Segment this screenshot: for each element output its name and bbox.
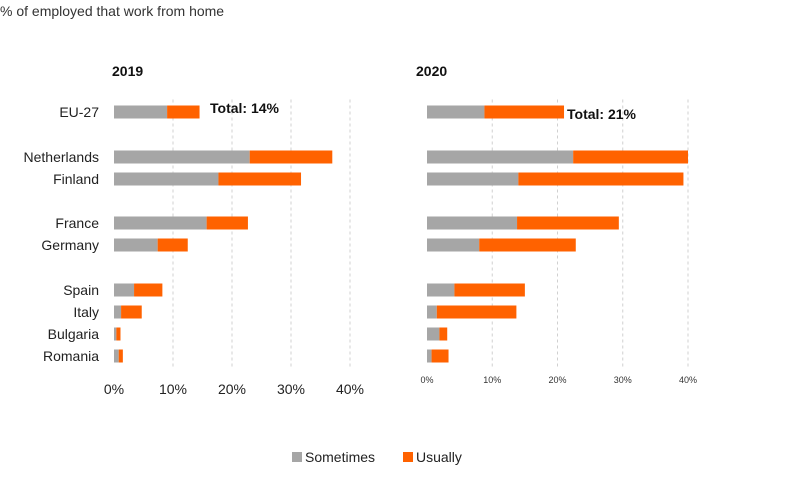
panel-2019-ticks: 0% 10% 20% 30% 40% (104, 381, 364, 397)
bar-2019-eu-27-usually (167, 105, 200, 119)
bar-2019-bulgaria-usually (116, 327, 121, 341)
bar-2020-germany-sometimes (427, 238, 480, 252)
panel-2019: 2019 EU-27 Netherlands Finland France German… (24, 63, 365, 397)
category-label-france: France (55, 215, 99, 231)
x-tick-label: 0% (420, 375, 433, 385)
bar-2019-france-usually (206, 216, 248, 230)
bar-2019-eu-27-sometimes (114, 105, 168, 119)
bar-2019-italy-sometimes (114, 305, 122, 319)
bar-2019-spain-usually (134, 283, 163, 297)
category-label-netherlands: Netherlands (24, 149, 100, 165)
category-label-italy: Italy (73, 304, 99, 320)
panel-2019-grid (172, 99, 351, 369)
panel-title-2019: 2019 (112, 63, 143, 79)
category-label-romania: Romania (43, 348, 99, 364)
category-label-bulgaria: Bulgaria (48, 326, 100, 342)
chart-subtitle: % of employed that work from home (0, 3, 224, 19)
bar-2020-italy-usually (436, 305, 517, 319)
bar-2019-finland-sometimes (114, 172, 219, 186)
bar-2019-italy-usually (121, 305, 142, 319)
x-tick-label: 10% (159, 381, 187, 397)
bar-2020-finland-sometimes (427, 172, 519, 186)
x-tick-label: 0% (104, 381, 124, 397)
bar-2019-bulgaria-sometimes (114, 327, 117, 341)
bar-2019-germany-usually (157, 238, 188, 252)
bar-2020-netherlands-sometimes (427, 150, 574, 164)
bar-2019-finland-usually (218, 172, 302, 186)
bar-2020-finland-usually (518, 172, 684, 186)
panel-2020-bars (427, 105, 688, 363)
bar-2020-spain-sometimes (427, 283, 455, 297)
panel-title-2020: 2020 (416, 63, 447, 79)
bar-2020-bulgaria-usually (439, 327, 448, 341)
bar-2020-romania-usually (431, 349, 449, 363)
x-tick-label: 20% (218, 381, 246, 397)
legend-label-sometimes: Sometimes (305, 449, 375, 465)
legend-label-usually: Usually (416, 449, 462, 465)
x-tick-label: 40% (336, 381, 364, 397)
bar-2020-netherlands-usually (573, 150, 688, 164)
bar-2020-france-sometimes (427, 216, 518, 230)
bar-2019-germany-sometimes (114, 238, 158, 252)
total-label-2020: Total: 21% (567, 106, 637, 122)
bar-2019-france-sometimes (114, 216, 207, 230)
legend-swatch-usually (403, 452, 413, 462)
panel-2020-ticks: 0% 10% 20% 30% 40% (420, 375, 697, 385)
legend-swatch-sometimes (292, 452, 302, 462)
x-tick-label: 10% (483, 375, 501, 385)
x-tick-label: 20% (548, 375, 566, 385)
x-tick-label: 40% (679, 375, 697, 385)
bar-2020-eu-27-usually (484, 105, 565, 119)
bar-2020-eu-27-sometimes (427, 105, 485, 119)
bar-2020-france-usually (517, 216, 619, 230)
bar-2019-spain-sometimes (114, 283, 135, 297)
category-label-germany: Germany (41, 237, 99, 253)
panel-2020: 2020 0% 10% 20% 30% 40% Total: 21% (416, 63, 697, 385)
bar-2020-romania-sometimes (427, 349, 432, 363)
legend: Sometimes Usually (292, 449, 462, 465)
panel-2019-bars (114, 105, 333, 363)
bar-2019-romania-usually (118, 349, 123, 363)
bar-2019-netherlands-sometimes (114, 150, 250, 164)
bar-2020-italy-sometimes (427, 305, 437, 319)
x-tick-label: 30% (614, 375, 632, 385)
bar-2020-spain-usually (454, 283, 525, 297)
category-label-spain: Spain (63, 282, 99, 298)
bar-2019-netherlands-usually (249, 150, 333, 164)
category-label-finland: Finland (53, 171, 99, 187)
total-label-2019: Total: 14% (210, 100, 280, 116)
bar-2019-romania-sometimes (114, 349, 119, 363)
category-label-eu-27: EU-27 (59, 104, 99, 120)
bar-2020-germany-usually (479, 238, 576, 252)
panel-2019-categories: EU-27 Netherlands Finland France Germany Spai… (24, 104, 100, 364)
x-tick-label: 30% (277, 381, 305, 397)
bar-2020-bulgaria-sometimes (427, 327, 440, 341)
panel-2020-grid (491, 99, 689, 369)
